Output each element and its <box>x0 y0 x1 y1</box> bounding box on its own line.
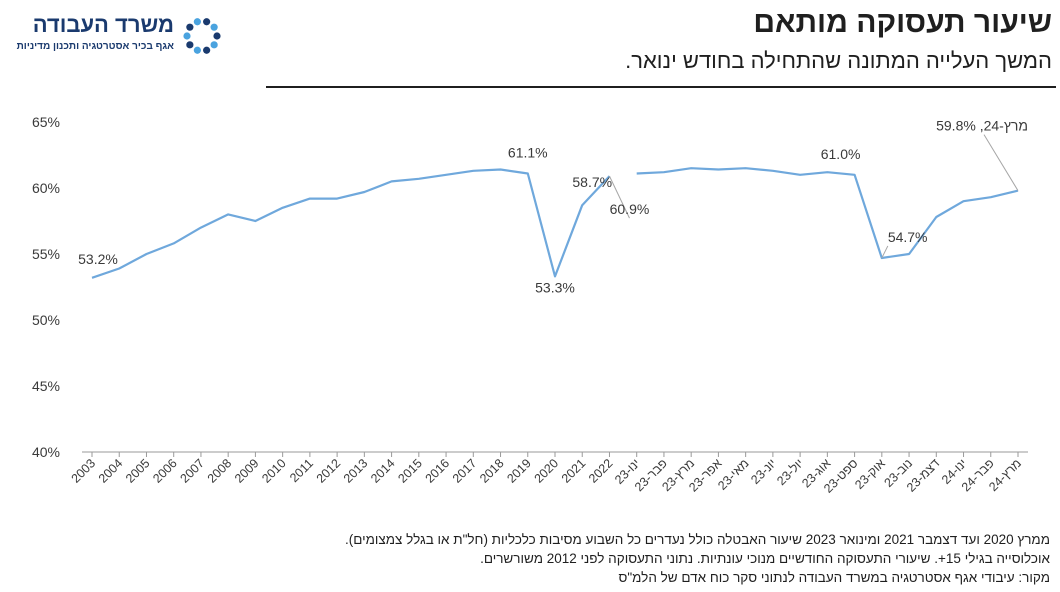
y-tick-label: 60% <box>32 180 60 196</box>
data-label-leader <box>609 175 630 219</box>
ministry-logo: משרד העבודה אגף בכיר אסטרטגיה ותכנון מדי… <box>6 10 226 60</box>
x-tick-label: יונ-23 <box>748 456 779 487</box>
series-lines <box>91 167 1019 279</box>
series-line <box>636 167 1019 260</box>
page-title: שיעור תעסוקה מותאם <box>753 6 1052 39</box>
page-subtitle: המשך העלייה המתונה שהתחילה בחודש ינואר. <box>625 48 1052 73</box>
y-tick-label: 40% <box>32 444 60 460</box>
ministry-logo-icon <box>183 18 221 54</box>
x-tick-label: 2009 <box>232 456 262 486</box>
x-tick-label: 2003 <box>69 456 99 486</box>
x-tick-label: 2013 <box>341 456 371 486</box>
x-tick-label: 2008 <box>205 456 235 486</box>
x-tick-label: 2011 <box>287 456 316 485</box>
x-tick-label: 2004 <box>96 456 126 486</box>
data-label: 54.7% <box>888 229 928 245</box>
y-axis: 40% 45% 50% 55% 60% 65% <box>32 114 60 460</box>
logo-dot <box>186 41 194 49</box>
logo-dot <box>193 46 201 54</box>
x-tick-label: 2012 <box>314 456 344 486</box>
x-axis: 2003200420052006200720082009201020112012… <box>69 451 1028 496</box>
logo-dot <box>203 18 211 26</box>
footnote-line: ממרץ 2020 ועד דצמבר 2021 ומינואר 2023 שי… <box>344 532 1050 547</box>
logo-dot <box>186 23 194 31</box>
x-tick-label: 2016 <box>423 456 453 486</box>
x-tick-label: מאי-23 <box>715 456 752 493</box>
logo-dot <box>210 23 218 31</box>
x-tick-label: 2018 <box>477 456 507 486</box>
footnote-line: אוכלוסייה בגילי 15+. שיעורי התעסוקה החוד… <box>480 551 1050 566</box>
x-tick-label: 2019 <box>504 456 534 486</box>
x-tick-label: 2014 <box>368 456 398 486</box>
y-tick-label: 55% <box>32 246 60 262</box>
data-label-leader <box>881 245 889 259</box>
logo-dot <box>210 41 218 49</box>
footnote-line: מקור: עיבודי אגף אסטרטגיה במשרד העבודה ל… <box>618 570 1050 585</box>
x-tick-label: אוק-23 <box>852 456 888 492</box>
employment-rate-chart: 40%45%50%55%60%65% 200320042005200620072… <box>32 114 1028 496</box>
data-label: 53.2% <box>78 251 118 267</box>
x-tick-label: 2022 <box>586 456 616 486</box>
x-tick-label: 2017 <box>450 456 480 486</box>
x-tick-label: 2010 <box>259 456 289 486</box>
logo-subtitle: אגף בכיר אסטרטגיה ותכנון מדיניות <box>16 41 174 52</box>
x-tick-label: 2021 <box>559 456 589 486</box>
series-line <box>91 168 611 279</box>
data-label: 60.9% <box>610 201 650 217</box>
data-label-leader <box>983 134 1019 191</box>
x-tick-label: 2006 <box>150 456 180 486</box>
x-tick-label: 2005 <box>123 456 153 486</box>
logo-dot <box>213 32 221 40</box>
data-label: 53.3% <box>535 279 575 295</box>
data-label: 58.7% <box>572 174 612 190</box>
x-tick-label: 2020 <box>532 456 562 486</box>
x-tick-label: 2015 <box>395 456 425 486</box>
data-label: 61.0% <box>821 146 861 162</box>
logo-name: משרד העבודה <box>32 12 174 37</box>
x-tick-label: 2007 <box>177 456 207 486</box>
data-label: מרץ-24, 59.8% <box>936 118 1028 134</box>
data-labels: 53.2% 61.1% 53.3% 58.7% 60.9% 61.0% 54.7% מרץ-2… <box>78 118 1028 296</box>
title-divider <box>266 86 1056 88</box>
y-tick-label: 45% <box>32 378 60 394</box>
data-label: 61.1% <box>508 144 548 160</box>
logo-dot <box>193 18 201 26</box>
footnotes: ממרץ 2020 ועד דצמבר 2021 ומינואר 2023 שי… <box>10 530 1050 587</box>
logo-dot <box>203 46 211 54</box>
y-tick-label: 50% <box>32 312 60 328</box>
logo-dot <box>183 32 191 40</box>
y-tick-label: 65% <box>32 114 60 130</box>
